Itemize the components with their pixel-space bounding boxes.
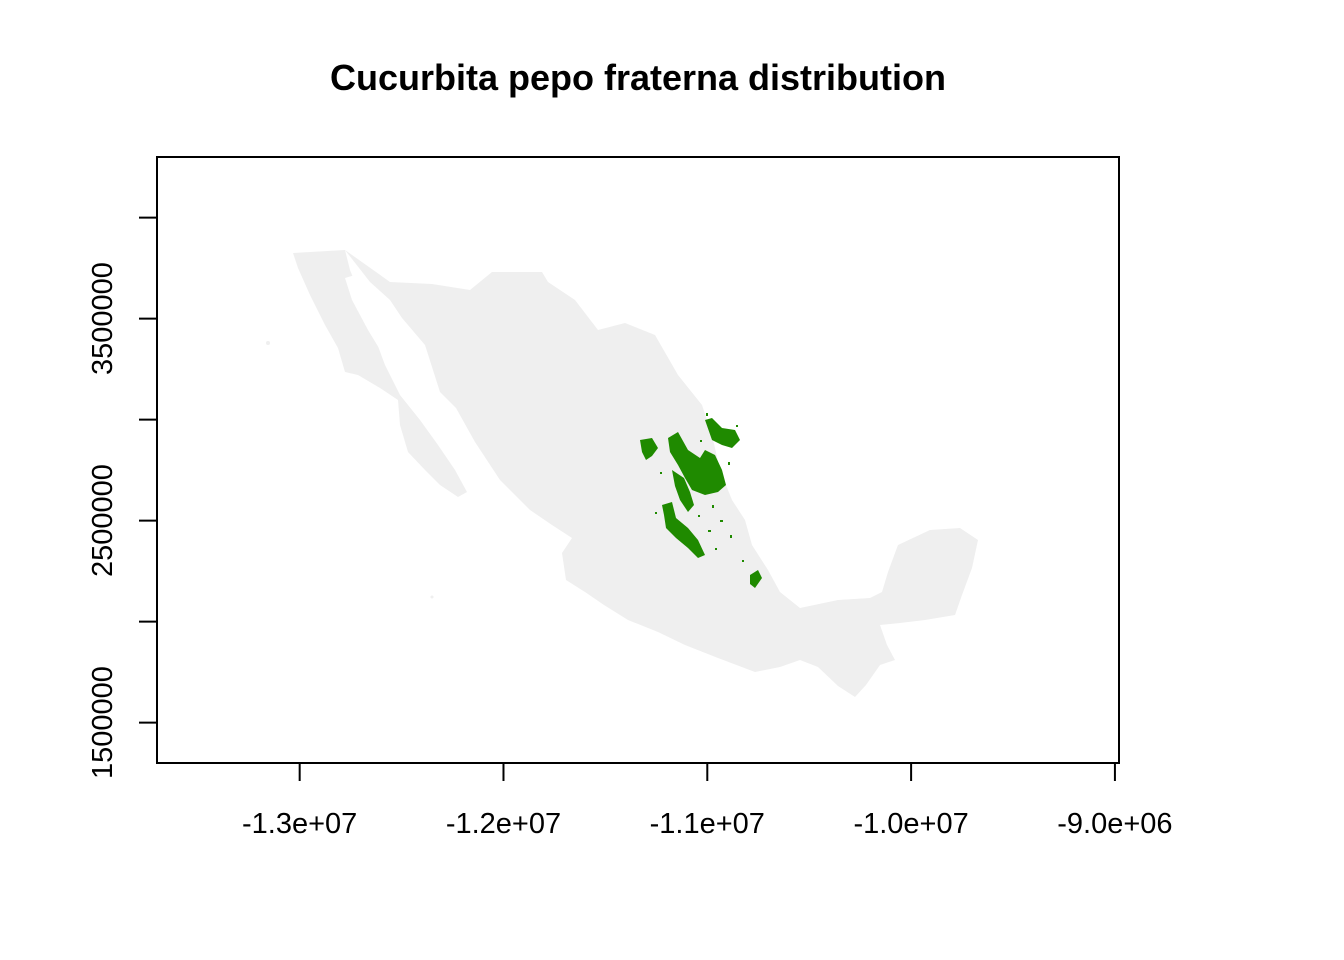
- y-tick-label: 3500000: [87, 262, 119, 375]
- map-title: Cucurbita pepo fraterna distribution: [329, 57, 947, 98]
- x-tick-label: -1.1e+07: [650, 808, 765, 840]
- distribution-west: [640, 438, 658, 460]
- x-tick-label: -1.0e+07: [853, 808, 968, 840]
- x-tick-label: -1.2e+07: [446, 808, 561, 840]
- y-tick-label: 1500000: [87, 666, 119, 779]
- island-guadalupe: [266, 341, 270, 345]
- x-tick-label: -1.3e+07: [242, 808, 357, 840]
- baja-california: [293, 250, 467, 497]
- x-axis: -1.3e+07 -1.2e+07 -1.1e+07 -1.0e+07 -9.0e+06: [242, 762, 1173, 840]
- gulf-of-california: [345, 275, 470, 470]
- species-distribution: [640, 413, 762, 588]
- distribution-south: [662, 502, 705, 558]
- island-revillagigedo: [430, 595, 434, 599]
- distribution-main: [668, 432, 726, 495]
- x-tick-label: -9.0e+06: [1057, 808, 1172, 840]
- y-axis: 1500000 2500000 3500000: [87, 216, 158, 779]
- distribution-north-east: [705, 418, 740, 448]
- distribution-far-south: [750, 570, 762, 588]
- distribution-speckle: [655, 413, 744, 562]
- y-tick-label: 2500000: [87, 464, 119, 577]
- distribution-band: [672, 470, 694, 512]
